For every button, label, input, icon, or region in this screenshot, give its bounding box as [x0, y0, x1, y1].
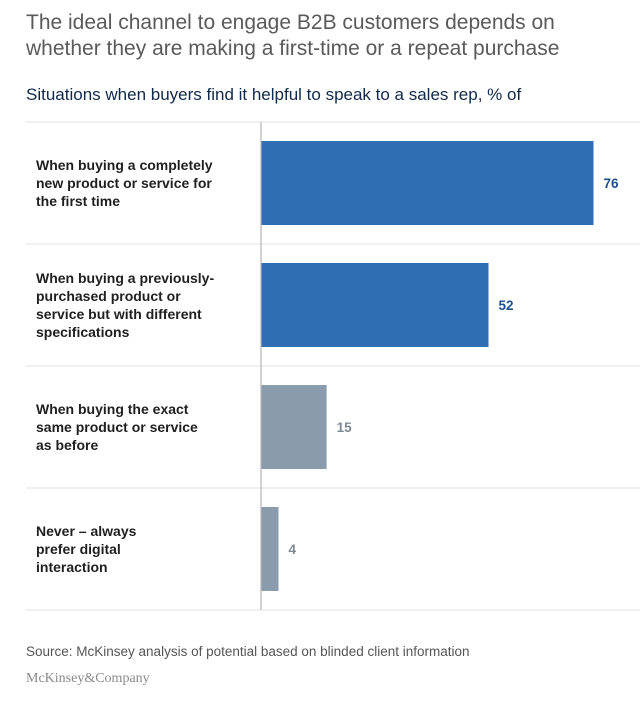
source-note: Source: McKinsey analysis of potential b… — [26, 644, 470, 659]
bar — [261, 385, 327, 469]
category-label-line: When buying the exact — [36, 401, 189, 417]
chart-title: The ideal channel to engage B2B customer… — [26, 11, 560, 60]
value-label: 76 — [604, 176, 620, 191]
bar — [261, 263, 489, 347]
bar — [261, 141, 594, 225]
category-label-line: interaction — [36, 559, 108, 575]
category-label-line: service but with different — [36, 306, 202, 322]
bar-chart: 76 52 15 4 When buying a completely new prod… — [26, 121, 640, 611]
row-separators — [26, 121, 640, 611]
bar — [261, 507, 279, 591]
bars: 76 52 15 4 — [261, 141, 619, 591]
category-label-line: When buying a completely — [36, 157, 213, 173]
category-label-line: prefer digital — [36, 541, 121, 557]
category-label: When buying a previously-purchased produ… — [36, 270, 214, 340]
category-label-line: purchased product or — [36, 288, 181, 304]
value-label: 52 — [499, 298, 514, 313]
category-label-line: new product or service for — [36, 175, 212, 191]
category-label-line: same product or service — [36, 419, 198, 435]
value-label: 15 — [337, 420, 353, 435]
category-label: When buying a completely new product or s… — [36, 157, 213, 209]
category-label-line: Never – always — [36, 523, 137, 539]
category-label-line: the first time — [36, 193, 120, 209]
category-label: Never – always prefer digital interaction — [36, 523, 137, 575]
category-label: When buying the exact same product or ser… — [36, 401, 198, 453]
value-label: 4 — [289, 542, 297, 557]
category-label-line: as before — [36, 437, 98, 453]
category-label-line: When buying a previously- — [36, 270, 214, 286]
chart-subtitle: Situations when buyers find it helpful t… — [26, 85, 522, 104]
category-label-line: specifications — [36, 324, 130, 340]
category-labels: When buying a completely new product or s… — [36, 157, 214, 575]
brand-logo-text: McKinsey&Company — [26, 671, 150, 686]
